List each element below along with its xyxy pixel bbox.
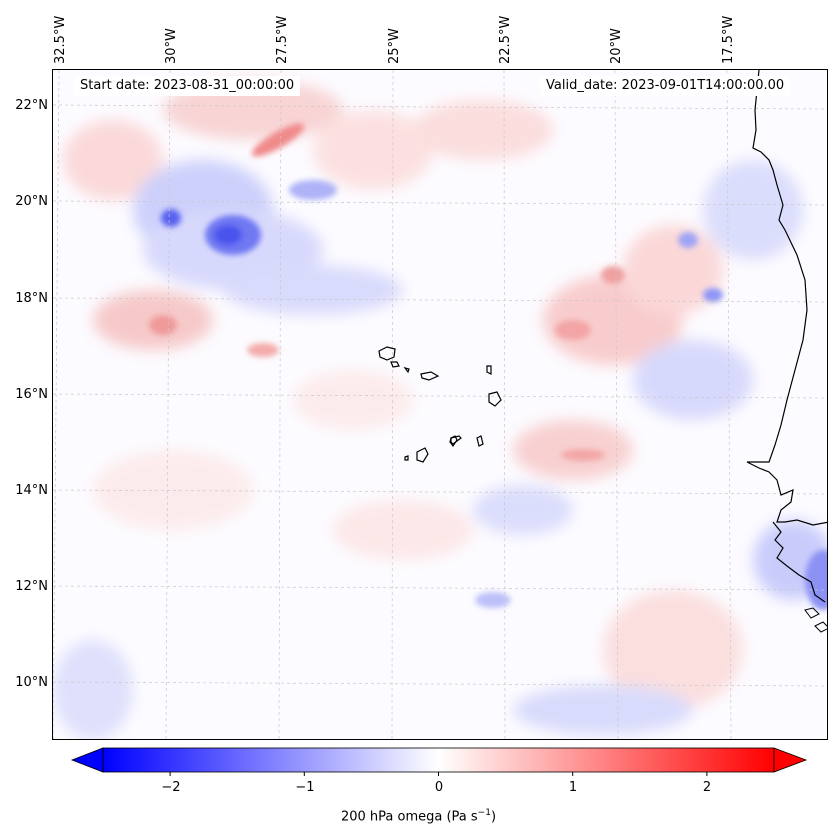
colorbar-high-extension bbox=[773, 747, 808, 773]
colorbar-tick-label: −2 bbox=[161, 780, 181, 795]
colorbar-body bbox=[102, 747, 775, 773]
colorbar-label: 200 hPa omega (Pa s−1) bbox=[0, 808, 837, 824]
lat-label: 14°N bbox=[15, 483, 48, 498]
colorbar-label-exponent: −1 bbox=[477, 808, 491, 818]
colorbar-tick-label: 0 bbox=[434, 780, 444, 795]
lat-label: 18°N bbox=[15, 291, 48, 306]
colorbar-tick-label: 2 bbox=[702, 780, 712, 795]
colorbar-label-suffix: ) bbox=[490, 809, 497, 825]
lat-label: 20°N bbox=[15, 194, 48, 209]
africa-coastline bbox=[746, 70, 827, 526]
omega-diffuse-patches bbox=[53, 80, 827, 739]
colorbar-low-extension bbox=[70, 747, 104, 773]
valid-date-label: Valid_date: 2023-09-01T14:00:00.00 bbox=[540, 76, 791, 96]
start-date-label: Start date: 2023-08-31_00:00:00 bbox=[74, 76, 301, 96]
lat-label: 16°N bbox=[15, 387, 48, 402]
colorbar-label-prefix: 200 hPa omega (Pa s bbox=[340, 809, 478, 825]
graticule bbox=[53, 70, 827, 739]
omega-field bbox=[53, 70, 827, 739]
lat-label: 10°N bbox=[15, 675, 48, 690]
lat-label: 22°N bbox=[15, 98, 48, 113]
colorbar-tick-label: −1 bbox=[295, 780, 315, 795]
lat-label: 12°N bbox=[15, 579, 48, 594]
gambia-senegal-coast bbox=[772, 521, 826, 603]
map-panel bbox=[52, 69, 828, 740]
colorbar-tick-label: 1 bbox=[568, 780, 578, 795]
cape-verde-islands bbox=[378, 346, 502, 463]
bissagos-islands bbox=[804, 607, 827, 633]
omega-strong-features bbox=[149, 123, 827, 610]
